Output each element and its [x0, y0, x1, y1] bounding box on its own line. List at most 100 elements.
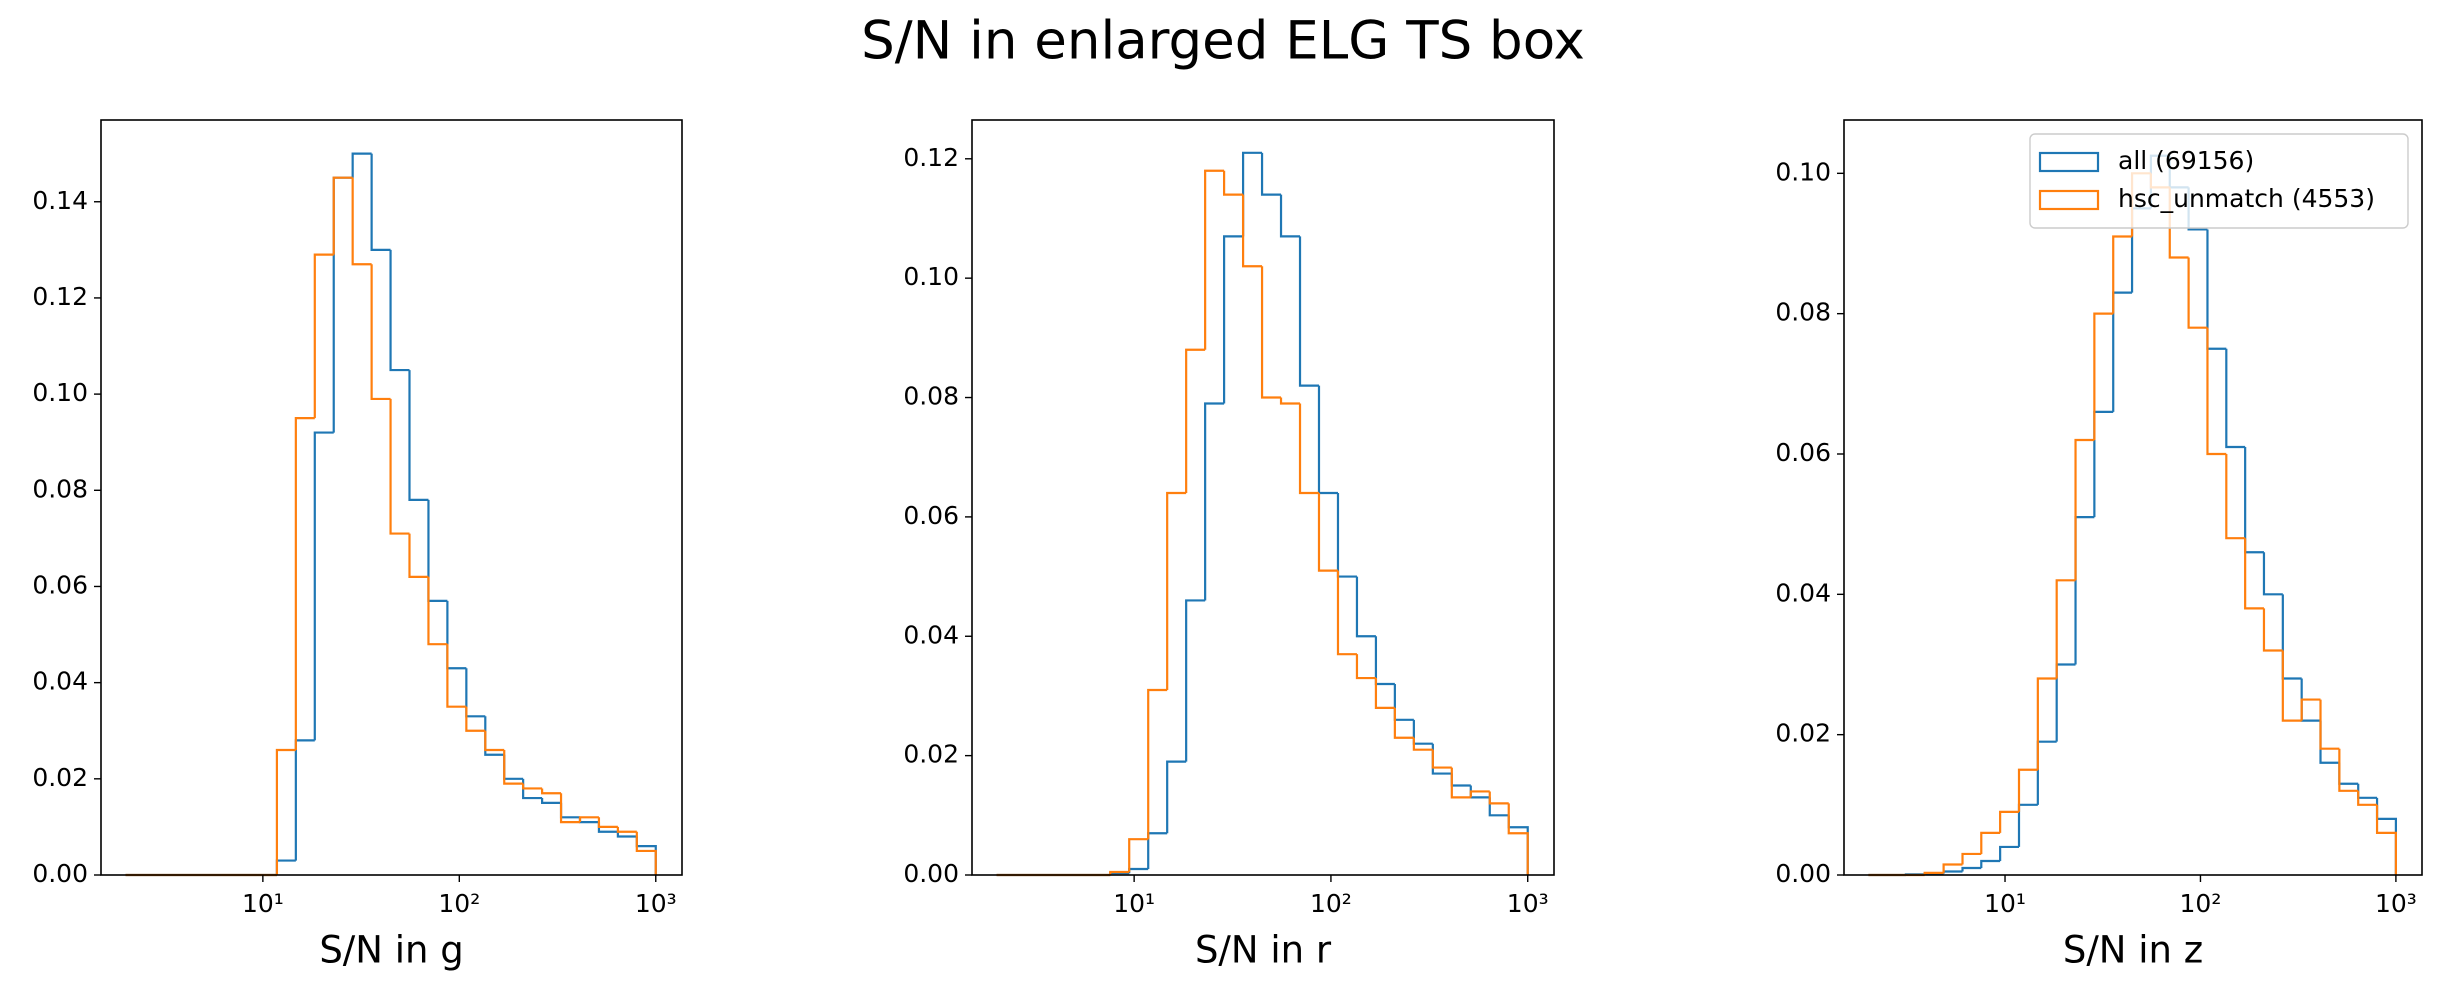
hist-step [541, 788, 562, 795]
hist-step [503, 754, 524, 780]
hist-step [1241, 194, 1263, 268]
hist-step [408, 370, 429, 502]
hist-step [294, 739, 315, 861]
hist-step [503, 749, 524, 785]
hist-step [389, 249, 410, 372]
hist-step [2319, 720, 2340, 764]
hist-step [313, 431, 334, 741]
hist-step [1374, 678, 1395, 709]
hist-step [2074, 438, 2095, 581]
hist-step [332, 176, 353, 433]
y-tick-label: 0.10 [32, 378, 88, 407]
hist-step [351, 177, 372, 266]
y-tick-label: 0.02 [903, 740, 959, 769]
hist-step [370, 264, 391, 401]
y-tick-label: 0.04 [32, 667, 88, 696]
hist-step [1431, 743, 1452, 775]
hist-step [2112, 291, 2133, 412]
hist-step [616, 826, 637, 833]
y-tick-label: 0.06 [1775, 438, 1831, 467]
hist-step [1450, 767, 1471, 799]
y-tick-label: 0.08 [903, 382, 959, 411]
hist-step [370, 153, 391, 251]
hist-step [616, 831, 637, 838]
hist-step [1355, 576, 1376, 638]
hist-step [427, 499, 448, 602]
hist-step [1942, 863, 1963, 873]
y-tick-label: 0.02 [1775, 719, 1831, 748]
hist-step [1980, 859, 2001, 868]
hist-step [559, 793, 580, 824]
hist-step [2112, 235, 2133, 314]
y-tick-label: 0.04 [1775, 578, 1831, 607]
hist-step [2093, 312, 2114, 440]
hist-step [1355, 654, 1376, 680]
legend-swatch [2038, 151, 2100, 173]
hist-step [1279, 397, 1301, 405]
legend-swatch [2038, 189, 2100, 211]
hist-step [1980, 831, 2001, 854]
x-tick-label: 10¹ [1984, 889, 2026, 918]
hist-step [2036, 740, 2057, 805]
hist-step [1336, 570, 1357, 656]
y-tick-label: 0.12 [32, 282, 88, 311]
hist-step [275, 748, 296, 875]
hist-step [1298, 236, 1319, 387]
hist-step [294, 417, 315, 750]
hist-step [1260, 266, 1282, 399]
hist-step [2244, 538, 2264, 610]
hist-step [1336, 493, 1357, 578]
x-axis-label: S/N in r [1195, 929, 1332, 972]
legend-label: hsc_unmatch (4553) [2118, 184, 2375, 213]
axes-frame [971, 119, 1555, 876]
y-tick-label: 0.08 [1775, 298, 1831, 327]
hist-step [2338, 762, 2359, 785]
hist-step [597, 817, 618, 829]
x-tick-label: 10² [2180, 889, 2222, 918]
hist-step [541, 798, 562, 804]
x-tick-label: 10² [1310, 889, 1352, 918]
y-tick-label: 0.00 [32, 859, 88, 888]
hist-step [1507, 803, 1529, 875]
hist-step [2281, 594, 2302, 680]
hist-step [427, 576, 448, 646]
hist-step [1412, 719, 1433, 745]
hist-step [522, 783, 543, 790]
hist-step [2206, 327, 2227, 456]
hist-step [1128, 867, 1149, 874]
y-tick-label: 0.04 [903, 620, 959, 649]
hist-step [2244, 446, 2264, 554]
hist-step [408, 533, 429, 578]
hist-step [1204, 169, 1225, 350]
hist-step [1317, 385, 1338, 495]
hist-step [275, 859, 296, 875]
y-tick-label: 0.12 [903, 143, 959, 172]
axes-frame [1843, 119, 2423, 876]
y-tick-label: 0.10 [1775, 157, 1831, 186]
y-tick-label: 0.06 [32, 570, 88, 599]
y-tick-label: 0.06 [903, 501, 959, 530]
hist-step [2262, 608, 2283, 652]
hist-step [1507, 815, 1529, 875]
hist-step [1223, 235, 1244, 404]
hist-step [1317, 493, 1338, 572]
hist-step [2017, 768, 2038, 812]
legend-label: all (69156) [2118, 146, 2254, 175]
legend-box [2029, 133, 2409, 229]
hist-step [1147, 688, 1168, 840]
y-tick-label: 0.00 [1775, 859, 1831, 888]
hist-step [1469, 790, 1490, 798]
x-axis-label: S/N in z [2063, 929, 2203, 972]
x-tick-label: 10¹ [1113, 889, 1155, 918]
hist-step [1488, 797, 1509, 817]
hist-step [1942, 870, 1963, 874]
hist-step [2017, 803, 2038, 847]
hist-step [2225, 348, 2246, 449]
hist-step [2225, 453, 2246, 540]
hist-step [2281, 650, 2302, 722]
hist-step [1166, 491, 1187, 690]
hist-step [446, 644, 467, 708]
hist-step [1393, 707, 1414, 739]
x-tick-label: 10³ [1507, 889, 1549, 918]
